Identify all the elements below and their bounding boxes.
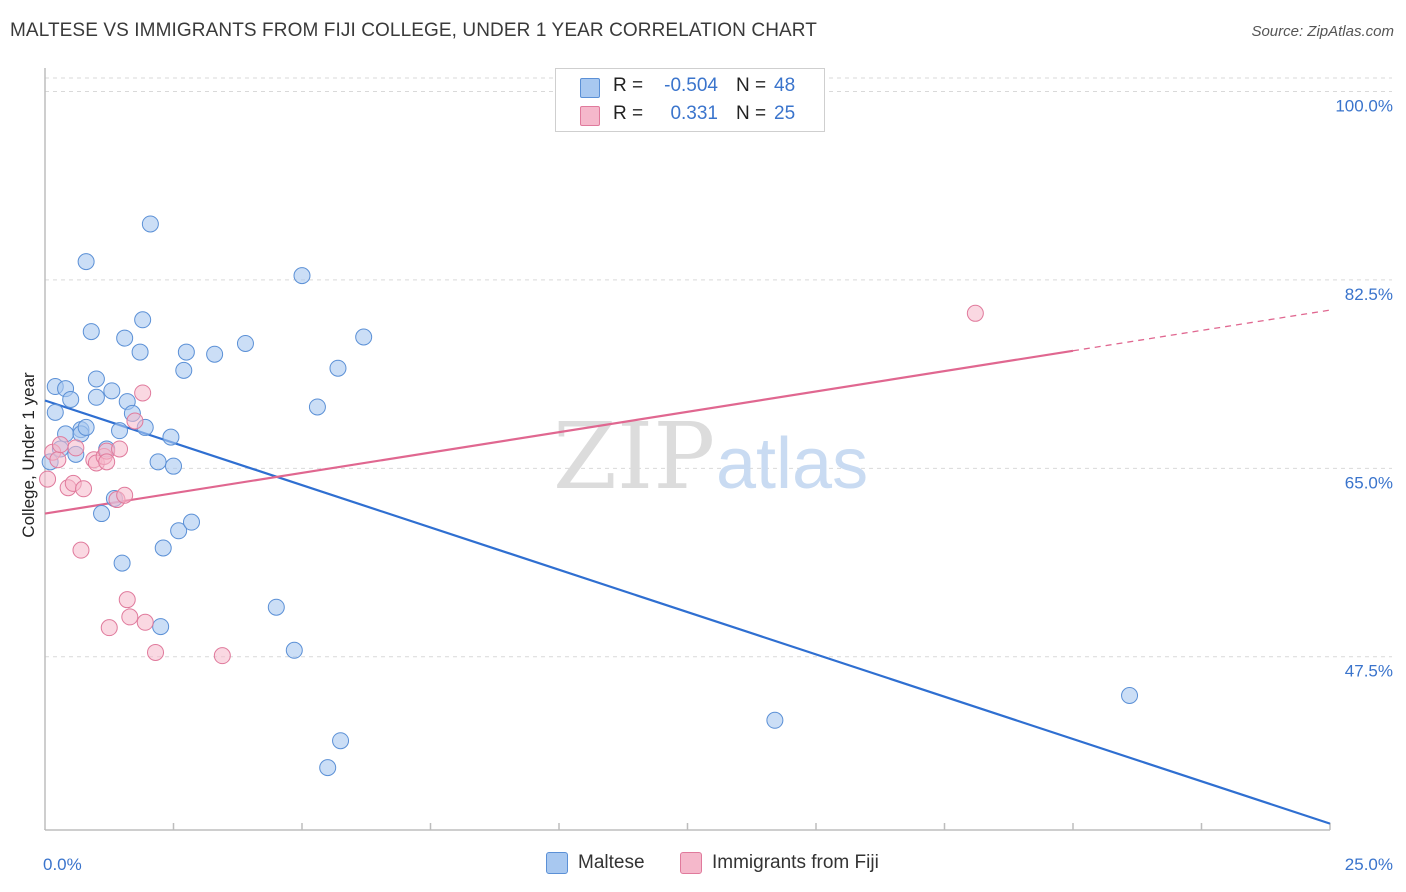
legend-label-maltese: Maltese: [578, 852, 645, 873]
grid-lines: [45, 77, 1392, 658]
y-tick-label: 47.5%: [1345, 662, 1393, 681]
data-point-fiji: [51, 436, 69, 454]
source-label: Source: ZipAtlas.com: [1251, 23, 1394, 40]
chart-title: MALTESE VS IMMIGRANTS FROM FIJI COLLEGE,…: [10, 20, 817, 41]
data-point-maltese: [182, 513, 200, 531]
data-point-fiji: [67, 439, 85, 457]
data-point-maltese: [1121, 687, 1139, 705]
data-point-fiji: [147, 643, 165, 661]
y-tick-label: 65.0%: [1345, 473, 1393, 492]
correlation-legend: R = -0.504 N = 48 R = 0.331 N = 25: [555, 68, 825, 132]
watermark-zip: ZIP: [553, 403, 715, 510]
data-point-fiji: [966, 304, 984, 322]
y-axis-label: College, Under 1 year: [19, 372, 38, 538]
data-points: [39, 215, 1139, 777]
data-point-fiji: [39, 470, 57, 488]
data-point-fiji: [134, 384, 152, 402]
data-point-maltese: [332, 732, 350, 750]
data-point-maltese: [177, 343, 195, 361]
data-point-maltese: [170, 522, 188, 540]
data-point-maltese: [77, 253, 95, 271]
data-point-maltese: [165, 457, 182, 475]
data-point-maltese: [236, 334, 254, 352]
data-point-maltese: [766, 711, 784, 729]
data-point-maltese: [149, 453, 167, 471]
tick-labels: 100.0% 82.5% 65.0% 47.5% 0.0% 25.0%: [43, 97, 1393, 874]
data-point-fiji: [100, 619, 118, 637]
data-point-maltese: [319, 759, 337, 777]
legend-label-fiji: Immigrants from Fiji: [712, 852, 879, 873]
legend-row-fiji: R = 0.331 N = 25: [556, 100, 824, 128]
data-point-maltese: [285, 641, 303, 659]
legend-r-value: 0.331: [670, 103, 718, 124]
trend-line-maltese: [44, 399, 1331, 825]
data-point-maltese: [293, 267, 311, 285]
data-point-fiji: [118, 591, 136, 609]
legend-r-label: R =: [613, 75, 644, 96]
data-point-maltese: [308, 398, 326, 416]
data-point-maltese: [103, 382, 121, 400]
data-point-fiji: [126, 412, 144, 430]
legend-swatch-fiji: [580, 106, 600, 126]
data-point-maltese: [154, 539, 172, 557]
legend-r-value: -0.504: [664, 75, 718, 96]
legend-n-label: N =: [736, 75, 767, 96]
legend-row-maltese: R = -0.504 N = 48: [556, 72, 824, 100]
trend-line-fiji: [44, 349, 1074, 515]
data-point-fiji: [116, 486, 134, 504]
data-point-maltese: [93, 505, 111, 523]
legend-swatch-fiji: [680, 852, 702, 874]
legend-item-maltese: Maltese: [546, 852, 645, 874]
data-point-maltese: [355, 328, 373, 346]
data-point-maltese: [206, 345, 224, 363]
y-tick-label: 82.5%: [1345, 285, 1393, 304]
data-point-maltese: [141, 215, 159, 233]
legend-n-label: N =: [736, 103, 767, 124]
data-point-maltese: [62, 390, 80, 408]
data-point-fiji: [121, 608, 139, 626]
x-tick-label: 0.0%: [43, 855, 82, 874]
data-point-fiji: [98, 453, 116, 471]
data-point-maltese: [46, 403, 64, 421]
trend-line-fiji-extension: [1072, 309, 1331, 352]
data-point-maltese: [162, 428, 180, 446]
data-point-maltese: [87, 370, 105, 388]
trend-lines: [44, 309, 1331, 825]
data-point-maltese: [267, 598, 285, 616]
data-point-fiji: [75, 480, 93, 498]
data-point-fiji: [72, 541, 90, 559]
data-point-maltese: [131, 343, 149, 361]
data-point-fiji: [136, 613, 154, 631]
data-point-maltese: [116, 329, 134, 347]
data-point-fiji: [49, 451, 67, 469]
watermark: ZIP atlas: [553, 403, 868, 510]
legend-n-value: 48: [774, 75, 796, 96]
data-point-maltese: [82, 323, 100, 341]
x-tick-label: 25.0%: [1345, 855, 1393, 874]
series-legend: Maltese Immigrants from Fiji: [0, 852, 1406, 878]
legend-item-fiji: Immigrants from Fiji: [680, 852, 879, 874]
y-tick-label: 100.0%: [1335, 97, 1393, 116]
data-point-maltese: [113, 554, 131, 572]
data-point-fiji: [213, 647, 231, 665]
legend-n-value: 25: [774, 103, 796, 124]
legend-swatch-maltese: [546, 852, 568, 874]
legend-swatch-maltese: [580, 78, 600, 98]
watermark-atlas: atlas: [716, 424, 868, 504]
data-point-maltese: [175, 361, 193, 379]
data-point-maltese: [111, 422, 129, 440]
data-point-maltese: [134, 311, 152, 329]
data-point-maltese: [87, 388, 105, 406]
legend-r-label: R =: [613, 103, 644, 124]
data-point-maltese: [329, 359, 347, 377]
data-point-maltese: [152, 618, 170, 636]
data-point-maltese: [77, 418, 95, 436]
data-point-fiji: [111, 440, 129, 458]
